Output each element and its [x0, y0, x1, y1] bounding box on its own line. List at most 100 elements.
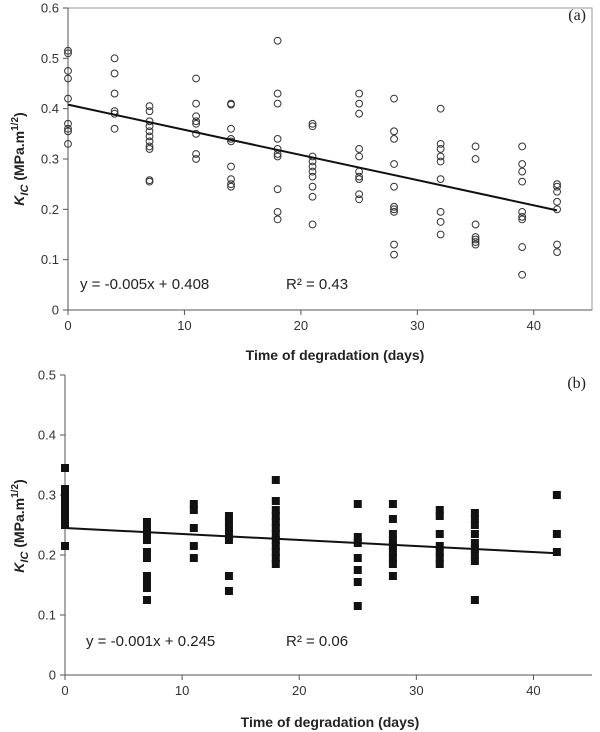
- data-point: [388, 548, 397, 556]
- data-point: [61, 515, 69, 523]
- data-point: [390, 134, 398, 143]
- data-point: [353, 533, 362, 541]
- data-point: [435, 530, 444, 538]
- data-point: [518, 243, 527, 251]
- data-point: [436, 230, 445, 239]
- data-point: [390, 202, 398, 211]
- plot-area: 0 0.1 0.2 0.3 0.4 0.5 0.6 0 10 20 30 40: [41, 1, 593, 333]
- data-point: [224, 572, 233, 580]
- data-point: [142, 584, 151, 592]
- data-point: [553, 248, 561, 257]
- data-point: [273, 207, 282, 216]
- data-point: [192, 112, 200, 121]
- plot-area: 0 0.1 0.2 0.3 0.4 0.5 0 10 20 30 40: [38, 368, 592, 698]
- data-point: [273, 185, 282, 194]
- y-tick-label: 0.5: [41, 51, 59, 66]
- trend-equation: y = -0.001x + 0.245: [86, 633, 215, 650]
- data-point: [273, 89, 282, 98]
- data-point: [192, 150, 200, 158]
- data-point: [61, 494, 69, 502]
- data-point: [110, 124, 119, 133]
- data-point: [271, 476, 280, 484]
- data-point: [436, 175, 445, 184]
- data-point: [388, 515, 397, 523]
- data-point: [64, 127, 72, 136]
- data-point: [436, 145, 445, 153]
- data-point: [552, 530, 561, 538]
- data-point: [518, 177, 527, 186]
- y-tick-label: 0.2: [38, 548, 56, 563]
- data-point: [145, 127, 154, 136]
- data-point: [471, 220, 480, 229]
- x-tick-label: 40: [527, 318, 541, 333]
- data-point: [142, 530, 151, 538]
- y-tick-label: 0.2: [41, 202, 59, 217]
- y-tick-label: 0.6: [41, 1, 59, 16]
- data-point: [355, 190, 364, 199]
- data-point: [271, 548, 280, 556]
- y-tick-label: 0: [52, 303, 59, 318]
- data-point: [227, 124, 235, 133]
- data-point: [308, 182, 317, 191]
- data-point: [355, 175, 364, 184]
- data-point: [471, 240, 480, 249]
- data-point: [390, 182, 398, 191]
- data-point: [518, 160, 527, 168]
- data-point: [470, 551, 479, 559]
- data-point: [518, 212, 527, 221]
- data-point: [308, 220, 317, 229]
- x-axis-title: Time of degradation (days): [241, 714, 420, 730]
- data-point: [271, 524, 280, 532]
- y-tick-label: 0.3: [38, 488, 56, 503]
- data-point: [470, 596, 479, 604]
- data-point: [271, 536, 280, 544]
- data-point: [145, 177, 154, 186]
- data-point: [271, 554, 280, 562]
- data-point: [192, 117, 200, 126]
- trend-equation: y = -0.005x + 0.408: [80, 276, 209, 293]
- data-point: [388, 560, 397, 568]
- data-point: [192, 99, 200, 108]
- data-point: [388, 500, 397, 508]
- data-point: [355, 172, 364, 181]
- data-point: [61, 464, 69, 472]
- data-point: [353, 500, 362, 508]
- data-point: [390, 160, 398, 168]
- data-point: [388, 530, 397, 538]
- data-point: [553, 187, 561, 196]
- data-point: [390, 127, 398, 136]
- data-point: [227, 175, 235, 184]
- x-tick-label: 10: [175, 683, 189, 698]
- r-squared: R² = 0.06: [286, 633, 348, 650]
- data-point: [390, 205, 398, 214]
- data-point: [273, 134, 282, 143]
- data-point: [145, 142, 154, 151]
- x-axis-title: Time of degradation (days): [246, 347, 425, 363]
- data-point: [308, 192, 317, 201]
- data-point: [110, 54, 119, 63]
- data-point: [227, 182, 235, 191]
- data-point: [145, 145, 154, 153]
- data-point: [470, 521, 479, 529]
- data-points: [61, 464, 561, 610]
- r-squared: R² = 0.43: [286, 276, 348, 293]
- data-point: [355, 109, 364, 118]
- data-point: [435, 560, 444, 568]
- data-point: [471, 233, 480, 241]
- data-point: [189, 500, 198, 508]
- data-point: [224, 530, 233, 538]
- chart-a: 0 0.1 0.2 0.3 0.4 0.5 0.6 0 10 20 30 40 (a) y = -0.…: [10, 1, 593, 363]
- data-point: [355, 89, 364, 98]
- data-point: [224, 536, 233, 544]
- x-tick-label: 30: [409, 683, 423, 698]
- data-point: [224, 587, 233, 595]
- x-tick-label: 0: [64, 318, 71, 333]
- x-tick-label: 0: [61, 683, 68, 698]
- data-point: [470, 530, 479, 538]
- data-point: [436, 157, 445, 166]
- y-tick-label: 0.5: [38, 368, 56, 383]
- data-point: [189, 554, 198, 562]
- data-point: [189, 542, 198, 550]
- data-point: [145, 137, 154, 146]
- data-point: [192, 119, 200, 128]
